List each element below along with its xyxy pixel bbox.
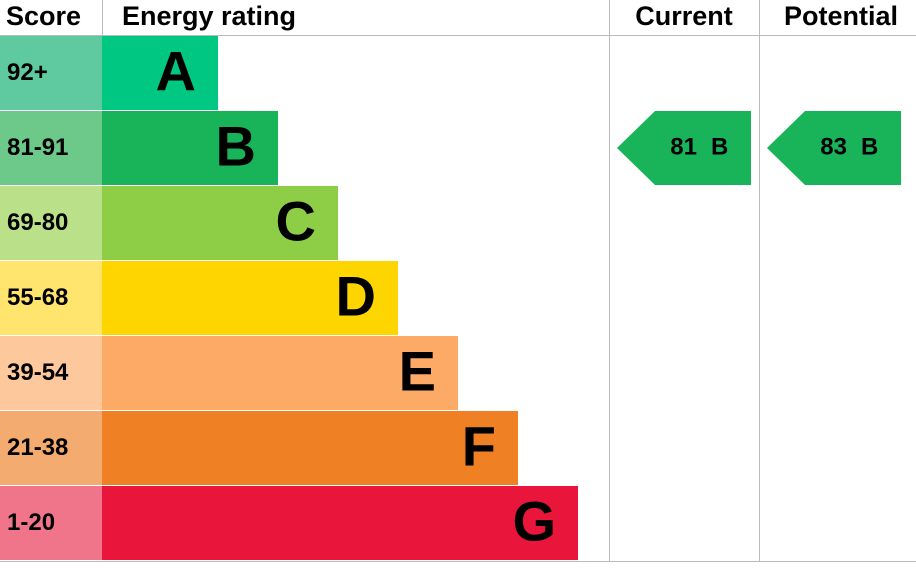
score-range: 1-20: [7, 509, 55, 536]
rating-letter: C: [276, 189, 316, 252]
current-score: 81: [670, 133, 697, 160]
rating-letter: E: [399, 339, 436, 402]
rating-bar: [102, 36, 218, 110]
rating-letter: F: [462, 414, 496, 477]
score-range: 21-38: [7, 434, 68, 461]
score-cell: [0, 411, 102, 485]
potential-rating: B: [861, 133, 878, 160]
rating-bar: [102, 261, 398, 335]
current-arrow: [617, 111, 751, 185]
header-current: Current: [635, 1, 733, 31]
rating-letter: G: [512, 489, 556, 552]
score-range: 69-80: [7, 209, 68, 236]
score-cell: [0, 111, 102, 185]
rating-bar: [102, 486, 578, 560]
rating-letter: B: [216, 114, 256, 177]
score-range: 55-68: [7, 284, 68, 311]
score-cell: [0, 261, 102, 335]
rating-letter: D: [336, 264, 376, 327]
potential-arrow: [767, 111, 901, 185]
score-cell: [0, 36, 102, 110]
rating-bar: [102, 186, 338, 260]
score-cell: [0, 186, 102, 260]
score-cell: [0, 336, 102, 410]
potential-score: 83: [820, 133, 847, 160]
score-range: 92+: [7, 59, 48, 86]
header-rating: Energy rating: [122, 1, 296, 31]
current-rating: B: [711, 133, 728, 160]
header-score: Score: [6, 1, 81, 31]
rating-bar: [102, 111, 278, 185]
score-cell: [0, 486, 102, 560]
score-range: 39-54: [7, 359, 69, 386]
rating-bar: [102, 411, 518, 485]
header-potential: Potential: [784, 1, 898, 31]
rating-bar: [102, 336, 458, 410]
rating-letter: A: [156, 39, 196, 102]
score-range: 81-91: [7, 134, 68, 161]
